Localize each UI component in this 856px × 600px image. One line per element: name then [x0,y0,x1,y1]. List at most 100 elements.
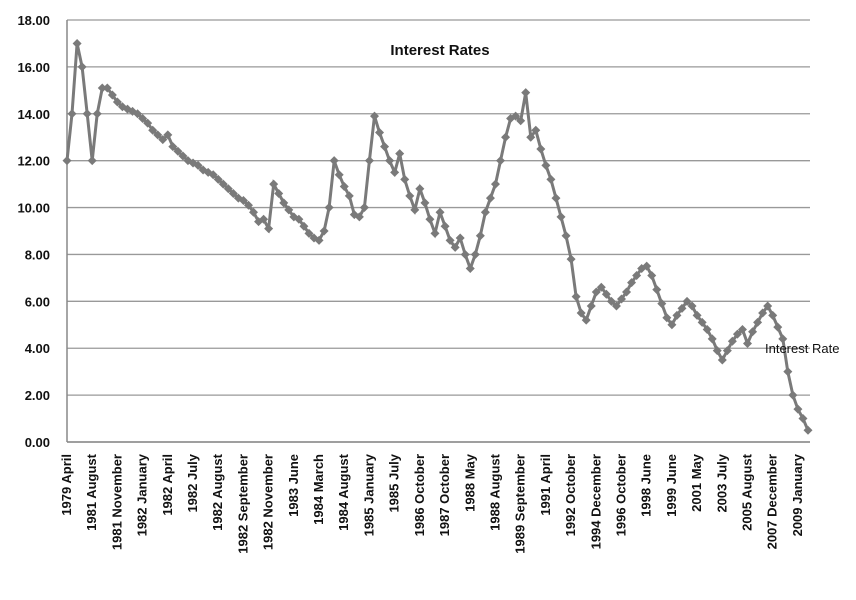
marker [339,181,349,191]
marker [344,191,354,201]
marker [107,90,117,100]
series-label: Interest Rate [765,341,839,356]
marker [662,313,672,323]
marker [450,242,460,252]
marker [460,249,470,259]
marker [380,142,390,152]
marker [652,285,662,295]
line-series [65,43,810,431]
marker [571,292,581,302]
marker [485,193,495,203]
marker [627,278,637,288]
marker [601,289,611,299]
marker [359,203,369,213]
marker [778,334,788,344]
marker [102,83,112,93]
marker [465,264,475,274]
marker [753,317,763,327]
marker [526,132,536,142]
marker [647,271,657,281]
marker [727,336,737,346]
marker [420,198,430,208]
marker [425,214,435,224]
x-tick-label: 1982 August [210,453,225,530]
marker [455,233,465,243]
x-tick-label: 2003 July [714,453,729,512]
marker [480,207,490,217]
marker [632,271,642,281]
marker [672,310,682,320]
marker [400,174,410,184]
marker [712,346,722,356]
marker [773,322,783,332]
marker [324,203,334,213]
y-tick-label: 18.00 [17,13,50,28]
x-tick-label: 1984 August [336,453,351,530]
marker [223,184,233,194]
marker [334,170,344,180]
marker [763,301,773,311]
x-tick-label: 1998 June [639,454,654,517]
x-tick-label: 2001 May [689,453,704,512]
y-tick-label: 4.00 [25,341,50,356]
marker [576,308,586,318]
marker [415,184,425,194]
marker [329,156,339,166]
x-tick-label: 2009 January [790,453,805,536]
x-tick-label: 1981 August [84,453,99,530]
x-tick-label: 1991 April [538,454,553,516]
marker [642,261,652,271]
marker [566,254,576,264]
marker [153,130,163,140]
x-tick-label: 1983 June [286,454,301,517]
marker [511,111,521,121]
y-tick-label: 12.00 [17,154,50,169]
marker [385,156,395,166]
marker [405,191,415,201]
x-tick-label: 1996 October [613,454,628,536]
marker [803,425,813,435]
marker [586,301,596,311]
marker [556,212,566,222]
marker [682,296,692,306]
marker [208,170,218,180]
marker [591,287,601,297]
marker [717,355,727,365]
marker [732,329,742,339]
marker [531,125,541,135]
marker [768,310,778,320]
marker [168,142,178,152]
x-tick-label: 2005 August [740,453,755,530]
marker [707,334,717,344]
x-tick-label: 1994 December [588,454,603,549]
y-tick-label: 6.00 [25,294,50,309]
marker [606,296,616,306]
marker [657,299,667,309]
marker [279,198,289,208]
marker [793,404,803,414]
x-tick-label: 1982 July [185,453,200,512]
x-tick-label: 1982 November [261,454,276,550]
marker [173,146,183,156]
marker [611,301,621,311]
marker [622,287,632,297]
marker [496,156,506,166]
marker [667,320,677,330]
y-tick-label: 14.00 [17,107,50,122]
marker [375,128,385,138]
marker [541,160,551,170]
x-tick-label: 1992 October [563,454,578,536]
marker [294,214,304,224]
marker [112,97,122,107]
y-tick-label: 16.00 [17,60,50,75]
marker [92,109,102,119]
x-tick-label: 1985 January [361,453,376,536]
marker [158,135,168,145]
marker [410,205,420,215]
x-tick-label: 1982 April [160,454,175,516]
marker [314,235,324,245]
marker [163,130,173,140]
marker [143,118,153,128]
marker [536,144,546,154]
marker [133,109,143,119]
